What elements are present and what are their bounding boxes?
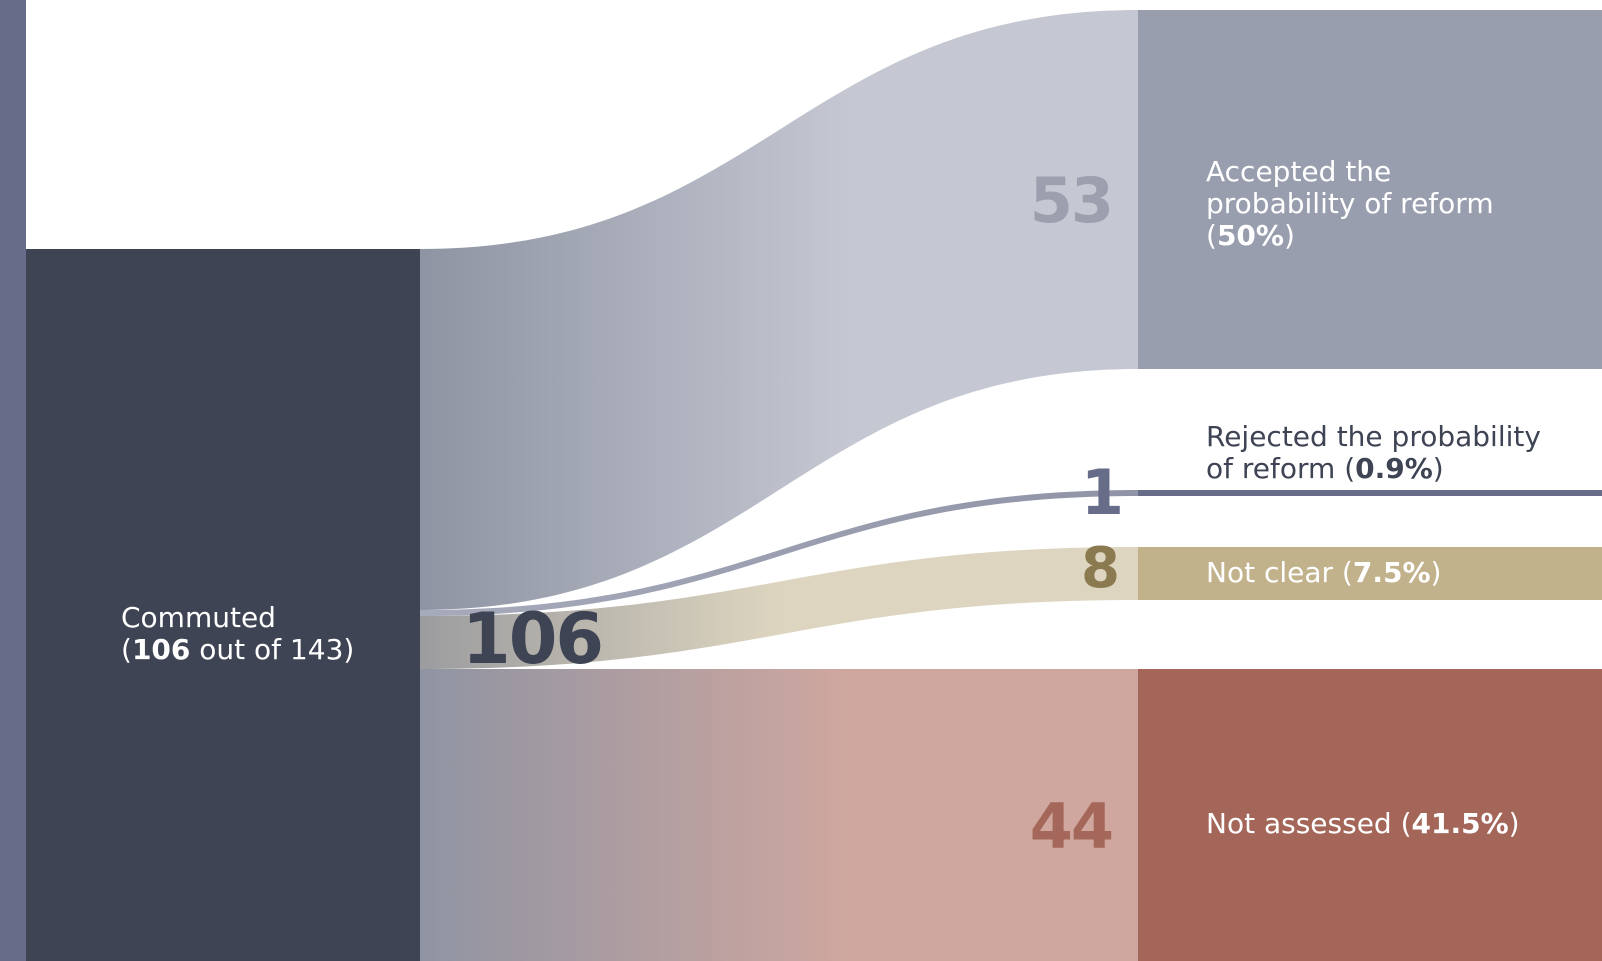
source-label-line2: (106 out of 143) xyxy=(121,634,354,666)
label-accepted: Accepted the probability of reform (50%) xyxy=(1206,156,1494,252)
label-not-clear-pre: Not clear ( xyxy=(1206,556,1353,589)
label-not-clear: Not clear (7.5%) xyxy=(1206,556,1442,589)
count-not-assessed: 44 xyxy=(1029,790,1114,863)
label-rejected: Rejected the probability of reform (0.9%… xyxy=(1206,421,1541,485)
flow-accepted xyxy=(420,10,1138,610)
count-rejected: 1 xyxy=(1080,456,1124,529)
flow-rejected xyxy=(420,490,1138,616)
node-not-assessed xyxy=(1138,669,1602,961)
label-not-assessed: Not assessed (41.5%) xyxy=(1206,807,1520,840)
label-rejected-line1: Rejected the probability xyxy=(1206,420,1541,453)
flow-not-assessed xyxy=(420,669,1138,961)
label-rejected-pct: 0.9% xyxy=(1355,452,1433,485)
source-label-line1: Commuted xyxy=(121,601,276,634)
node-not-clear xyxy=(1138,547,1602,600)
source-label-open: ( xyxy=(121,633,132,666)
label-accepted-line1: Accepted the xyxy=(1206,155,1392,188)
label-rejected-pre: of reform ( xyxy=(1206,452,1356,485)
label-accepted-pct: 50% xyxy=(1216,219,1284,252)
flow-not-clear xyxy=(420,547,1138,669)
label-not-assessed-pre: Not assessed ( xyxy=(1206,807,1412,840)
label-not-clear-pct: 7.5% xyxy=(1352,556,1431,589)
count-not-clear: 8 xyxy=(1081,536,1120,601)
source-label: Commuted (106 out of 143) xyxy=(121,602,354,666)
node-accepted xyxy=(1138,10,1602,369)
label-accepted-line2: probability of reform xyxy=(1206,187,1494,220)
label-rejected-line2: of reform (0.9%) xyxy=(1206,452,1444,485)
source-label-rest: out of 143) xyxy=(190,633,355,666)
count-source: 106 xyxy=(462,598,604,680)
label-accepted-line3: (50%) xyxy=(1206,219,1295,252)
source-node-commuted xyxy=(26,249,420,961)
count-accepted: 53 xyxy=(1029,164,1114,237)
source-value: 106 xyxy=(131,633,191,666)
label-not-assessed-pct: 41.5% xyxy=(1411,807,1509,840)
node-rejected xyxy=(1138,490,1602,496)
left-sidebar-bar xyxy=(0,0,26,961)
